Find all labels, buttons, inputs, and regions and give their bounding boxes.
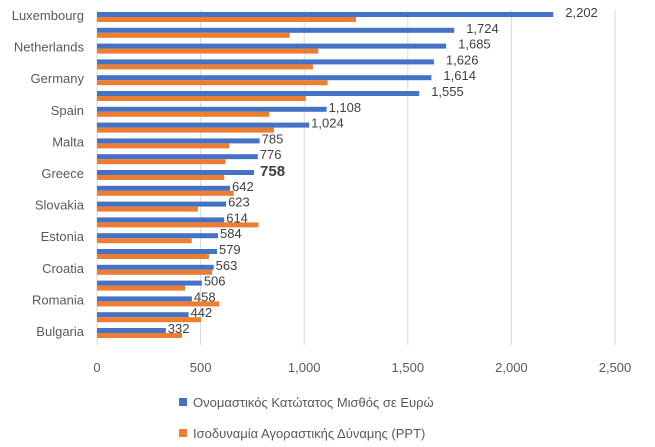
bar-nominal: [97, 217, 225, 223]
bar-nominal: [97, 138, 260, 144]
legend-label-ppt: Ισοδυναμία Αγοραστικής Δύναμης (PPT): [193, 426, 425, 441]
data-label: 584: [220, 226, 242, 241]
bar-ppt: [97, 48, 319, 54]
legend-swatch-nominal: [179, 398, 187, 406]
bar-ppt: [97, 159, 226, 165]
data-label: 579: [219, 242, 241, 257]
bar-ppt: [97, 175, 225, 180]
bar-nominal: [97, 27, 455, 33]
data-label: 442: [191, 305, 213, 320]
bar-ppt: [97, 269, 213, 275]
bar-ppt: [97, 301, 220, 307]
data-label: 642: [232, 179, 254, 194]
bar-nominal: [97, 59, 434, 65]
bar-nominal: [97, 170, 255, 175]
bar-ppt: [97, 222, 259, 228]
data-label: 623: [228, 195, 250, 210]
bar-ppt: [97, 17, 356, 22]
bar-ppt: [97, 190, 234, 196]
bar-ppt: [97, 143, 230, 149]
x-tick-label: 1,000: [288, 360, 321, 375]
bar-nominal: [97, 264, 214, 270]
bar-ppt: [97, 285, 186, 291]
data-label: 1,626: [446, 52, 479, 67]
bar-ppt: [97, 317, 202, 323]
legend[interactable]: Ονομαστικός Κατώτατος Μισθός σε Ευρώ Ισο…: [179, 395, 434, 441]
category-label: Estonia: [41, 229, 85, 244]
bar-nominal: [97, 12, 554, 17]
bar-ppt: [97, 127, 274, 133]
bar-ppt: [97, 96, 306, 101]
bar-nominal: [97, 122, 310, 128]
category-label: Romania: [32, 292, 85, 307]
x-axis-ticks: 0 500 1,000 1,500 2,000 2,500: [93, 360, 631, 375]
x-tick-label: 2,000: [495, 360, 528, 375]
data-label: 785: [262, 131, 284, 146]
bar-nominal: [97, 106, 327, 112]
data-label: 1,685: [458, 37, 491, 52]
category-label: Greece: [41, 166, 84, 181]
category-label: Germany: [31, 71, 85, 86]
category-label: Malta: [52, 134, 85, 149]
bar-nominal: [97, 154, 258, 160]
data-label: 563: [216, 258, 238, 273]
legend-label-nominal: Ονομαστικός Κατώτατος Μισθός σε Ευρώ: [193, 395, 434, 410]
bar-nominal: [97, 249, 217, 254]
legend-swatch-ppt: [179, 429, 187, 437]
bar-ppt: [97, 206, 198, 212]
bar-nominal: [97, 233, 219, 239]
bar-ppt: [97, 333, 182, 338]
bar-nominal: [97, 201, 227, 207]
category-labels: Luxembourg Netherlands Germany Spain Malta Gr…: [12, 8, 85, 339]
bar-ppt: [97, 80, 328, 86]
bar-nominal: [97, 185, 231, 191]
category-label: Luxembourg: [12, 8, 84, 23]
data-label: 1,724: [466, 21, 499, 36]
bar-ppt: [97, 238, 192, 244]
data-label: 2,202: [565, 5, 598, 20]
category-label: Spain: [51, 103, 84, 118]
category-label: Croatia: [42, 261, 85, 276]
x-tick-label: 1,500: [392, 360, 425, 375]
bar-ppt: [97, 64, 313, 70]
category-label: Netherlands: [14, 40, 85, 55]
category-label: Bulgaria: [36, 324, 84, 339]
x-tick-label: 500: [190, 360, 212, 375]
bar-nominal: [97, 296, 192, 302]
data-label: 1,024: [311, 116, 344, 131]
bar-ppt: [97, 111, 270, 117]
bar-nominal: [97, 91, 420, 96]
x-tick-label: 0: [93, 360, 100, 375]
data-label: 1,555: [431, 84, 464, 99]
data-label: 506: [204, 274, 226, 289]
bar-nominal: [97, 43, 447, 49]
bar-ppt: [97, 32, 290, 38]
bar-nominal: [97, 75, 432, 81]
data-label: 758: [260, 163, 285, 180]
data-label: 776: [260, 147, 282, 162]
x-tick-label: 2,500: [599, 360, 632, 375]
category-label: Slovakia: [35, 198, 85, 213]
data-label: 1,108: [329, 100, 362, 115]
bar-nominal: [97, 328, 166, 333]
data-label: 1,614: [443, 68, 476, 83]
data-label: 332: [168, 321, 190, 336]
bar-nominal: [97, 280, 202, 286]
data-label: 458: [194, 289, 216, 304]
bar-ppt: [97, 254, 209, 259]
data-label: 614: [226, 210, 248, 225]
bar-nominal: [97, 312, 189, 318]
